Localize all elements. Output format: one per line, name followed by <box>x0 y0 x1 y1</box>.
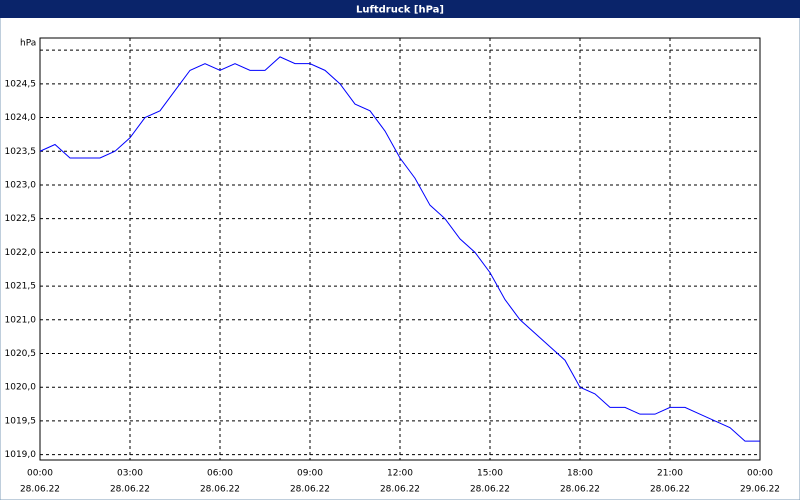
x-tick-label: 03:00 <box>117 469 143 479</box>
y-tick-label: 1023,0 <box>5 180 37 190</box>
x-tick-date: 28.06.22 <box>290 485 330 495</box>
y-tick-label: 1022,0 <box>5 248 37 258</box>
x-tick-date: 29.06.22 <box>740 485 780 495</box>
x-tick-label: 00:00 <box>747 469 773 479</box>
x-tick-date: 28.06.22 <box>470 485 510 495</box>
x-tick-label: 12:00 <box>387 469 413 479</box>
x-tick-date: 28.06.22 <box>200 485 240 495</box>
y-tick-label: 1019,5 <box>5 416 37 426</box>
x-tick-label: 00:00 <box>27 469 53 479</box>
y-tick-label: 1019,0 <box>5 450 37 460</box>
x-tick-label: 18:00 <box>567 469 593 479</box>
x-tick-label: 15:00 <box>477 469 503 479</box>
y-tick-label: hPa <box>20 39 36 49</box>
line <box>39 56 760 442</box>
y-tick-label: 1022,5 <box>5 214 37 224</box>
x-tick-date: 28.06.22 <box>380 485 420 495</box>
y-tick-label: 1020,0 <box>5 383 37 393</box>
x-tick-label: 09:00 <box>297 469 323 479</box>
y-tick-label: 1021,0 <box>5 315 37 325</box>
y-tick-label: 1024,0 <box>5 113 37 123</box>
y-tick-label: 1024,5 <box>5 79 37 89</box>
y-tick-label: 1020,5 <box>5 349 37 359</box>
x-tick-date: 28.06.22 <box>650 485 690 495</box>
chart-title: Luftdruck [hPa] <box>356 5 444 16</box>
x-tick-date: 28.06.22 <box>20 485 60 495</box>
x-tick-date: 28.06.22 <box>560 485 600 495</box>
title-bar <box>0 0 800 18</box>
x-tick-label: 06:00 <box>207 469 233 479</box>
x-tick-label: 21:00 <box>657 469 683 479</box>
x-tick-date: 28.06.22 <box>110 485 150 495</box>
y-tick-label: 1021,5 <box>5 282 37 292</box>
y-tick-label: 1023,5 <box>5 147 37 157</box>
plot-frame <box>39 37 761 461</box>
